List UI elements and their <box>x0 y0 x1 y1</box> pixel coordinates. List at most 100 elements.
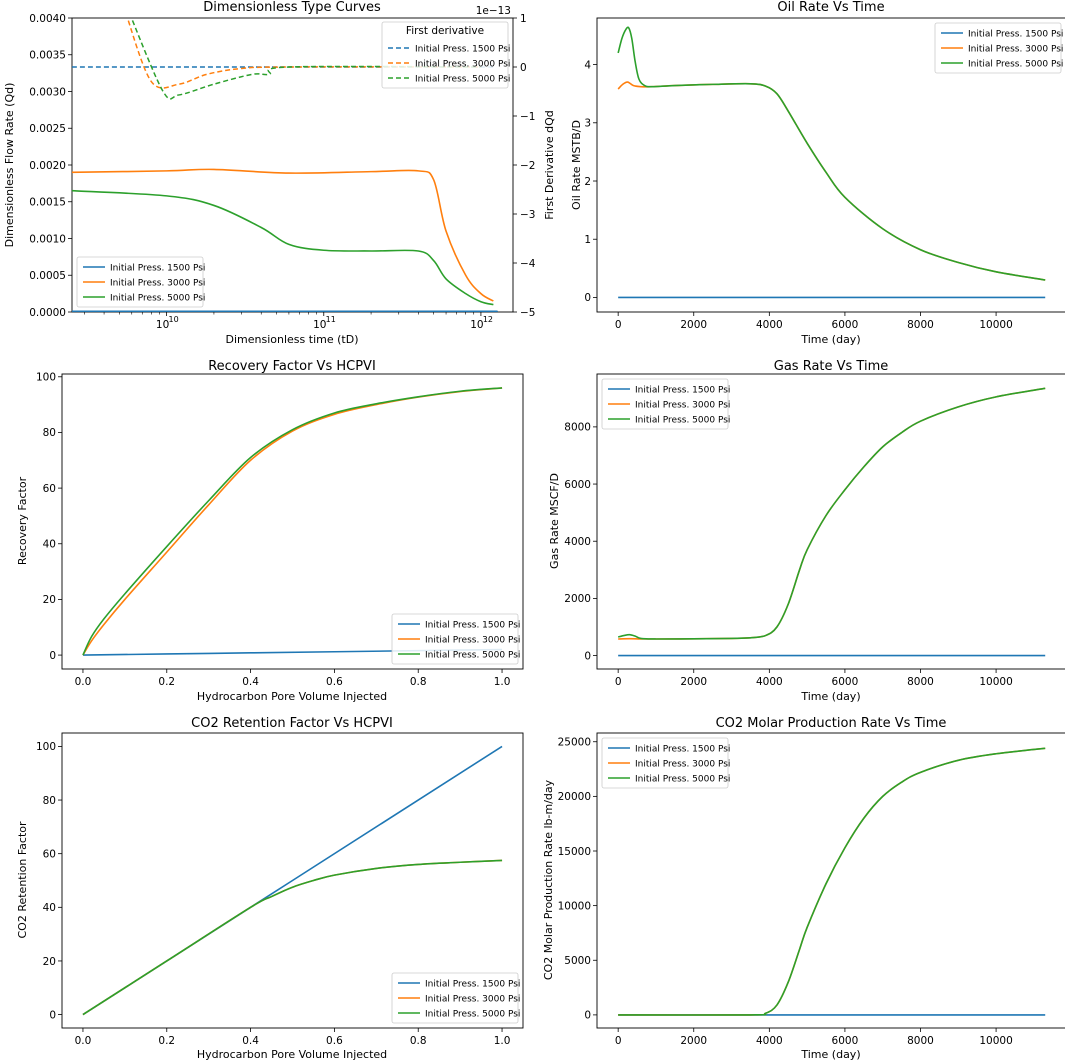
y-tick-label: 25000 <box>558 737 591 749</box>
series-line-p5000 <box>72 189 494 306</box>
legend-label: Initial Press. 1500 Psi <box>635 745 730 755</box>
x-axis-label: Time (day) <box>800 333 860 346</box>
y-axis-label: Dimensionless Flow Rate (Qd) <box>3 83 16 248</box>
y-tick-label: 0.0020 <box>29 160 66 172</box>
chart-title: Gas Rate Vs Time <box>774 359 889 374</box>
y-tick-label: 20 <box>43 956 56 968</box>
y-tick-label: 100 <box>36 741 56 753</box>
legend-frame <box>381 21 509 89</box>
y2-tick-label: −1 <box>520 111 535 123</box>
y-tick-label: 0 <box>49 1009 56 1021</box>
y2-tick-label: 0 <box>520 62 527 74</box>
y-tick-label: 15000 <box>558 846 591 858</box>
legend-label: Initial Press. 3000 Psi <box>635 401 730 411</box>
legend-label: Initial Press. 1500 Psi <box>635 386 730 396</box>
y-tick-label: 3 <box>584 118 591 130</box>
legend-label: Initial Press. 3000 Psi <box>635 760 730 770</box>
y-axis-label: CO2 Molar Production Rate lb-m/day <box>542 779 555 980</box>
y-tick-label: 80 <box>43 427 56 439</box>
legend-frame <box>391 613 519 665</box>
x-tick-label: 10000 <box>979 319 1012 331</box>
x-tick-label: 4000 <box>756 1035 783 1047</box>
y-tick-label: 0.0005 <box>29 270 66 282</box>
series-line-p5000 <box>617 387 1046 640</box>
y2-tick-label: −5 <box>520 307 535 319</box>
x-tick-label: 1.0 <box>494 676 511 688</box>
y-tick-label: 5000 <box>564 955 591 967</box>
x-tick-label: 10 <box>156 319 169 331</box>
y-axis-label: Gas Rate MSCF/D <box>548 473 561 569</box>
chart-title: Oil Rate Vs Time <box>777 0 884 15</box>
y2-tick-label: −4 <box>520 258 536 270</box>
legend-label: Initial Press. 5000 Psi <box>425 651 520 661</box>
y-tick-label: 6000 <box>564 479 591 491</box>
legend-frame <box>601 737 729 789</box>
legend-label: Initial Press. 1500 Psi <box>425 980 520 990</box>
x-tick-label: 0.8 <box>410 1035 427 1047</box>
x-tick-exponent: 12 <box>483 315 493 324</box>
x-tick-label: 4000 <box>756 676 783 688</box>
y2-offset-label: 1e−13 <box>476 5 511 17</box>
legend-label: Initial Press. 1500 Psi <box>968 30 1063 40</box>
legend-frame <box>391 972 519 1024</box>
panel-gas-rate: Gas Rate Vs Time 0 2000 4000 6000 8000 10000 0… <box>548 359 1065 703</box>
plot-frame <box>61 373 524 670</box>
plot-frame <box>61 732 524 1029</box>
panel-type-curves: Dimensionless Type Curves 10 10 10 11 10 120.… <box>3 0 556 346</box>
y-tick-label: 10000 <box>558 900 591 912</box>
x-tick-label: 2000 <box>680 676 707 688</box>
y-tick-label: 60 <box>43 483 56 495</box>
x-tick-label: 0.8 <box>410 676 427 688</box>
legend-label: Initial Press. 3000 Psi <box>110 279 205 289</box>
y-tick-label: 40 <box>43 539 56 551</box>
x-tick-label: 10000 <box>979 676 1012 688</box>
y-tick-label: 8000 <box>564 422 591 434</box>
legend-label: Initial Press. 5000 Psi <box>968 60 1063 70</box>
x-tick-label: 0.6 <box>326 1035 343 1047</box>
x-axis-label: Dimensionless time (tD) <box>226 333 359 346</box>
y-axis-label: Recovery Factor <box>16 476 29 565</box>
x-axis-label: Time (day) <box>800 690 860 703</box>
x-tick-label: 6000 <box>832 676 859 688</box>
series-line-p5000 <box>618 747 1046 1016</box>
x-tick-exponent: 10 <box>169 315 179 324</box>
x-tick-label: 8000 <box>907 676 934 688</box>
legend-label: Initial Press. 3000 Psi <box>425 636 520 646</box>
chart-title: Dimensionless Type Curves <box>203 0 381 15</box>
series-line-p3000 <box>72 168 494 302</box>
y-tick-label: 0.0015 <box>29 197 66 209</box>
legend-title: First derivative <box>406 25 484 37</box>
x-tick-label: 0.4 <box>242 676 259 688</box>
legend-frame <box>601 378 729 430</box>
y-tick-label: 0.0030 <box>29 86 66 98</box>
y2-tick-label: 1 <box>520 13 527 25</box>
plot-frame <box>596 373 1065 670</box>
x-tick-label: 4000 <box>756 319 783 331</box>
x-tick-label: 0.0 <box>75 676 92 688</box>
x-tick-label: 0.2 <box>158 1035 175 1047</box>
y-tick-label: 0.0040 <box>29 13 66 25</box>
y-tick-label: 0 <box>584 650 591 662</box>
x-tick-label: 0 <box>615 1035 622 1047</box>
x-tick-exponent: 11 <box>326 315 336 324</box>
y-tick-label: 0.0010 <box>29 233 66 245</box>
x-tick-label: 1.0 <box>494 1035 511 1047</box>
y-tick-label: 0 <box>584 292 591 304</box>
legend-label: Initial Press. 5000 Psi <box>425 1010 520 1020</box>
series-group <box>72 18 498 312</box>
y-tick-label: 4 <box>584 59 591 71</box>
series-group <box>618 747 1046 1016</box>
legend-label: Initial Press. 3000 Psi <box>968 45 1063 55</box>
chart-title: Recovery Factor Vs HCPVI <box>208 359 376 374</box>
x-tick-label: 8000 <box>907 319 934 331</box>
y-tick-label: 20000 <box>558 791 591 803</box>
x-tick-label: 0.0 <box>75 1035 92 1047</box>
y-tick-label: 40 <box>43 902 56 914</box>
legend-label: Initial Press. 5000 Psi <box>110 294 205 304</box>
y-tick-label: 0 <box>584 1010 591 1022</box>
legend-label: Initial Press. 1500 Psi <box>425 621 520 631</box>
y-tick-label: 60 <box>43 848 56 860</box>
x-tick-label: 8000 <box>907 1035 934 1047</box>
x-tick-label: 0 <box>615 676 622 688</box>
series-line-p5000 <box>82 387 503 656</box>
